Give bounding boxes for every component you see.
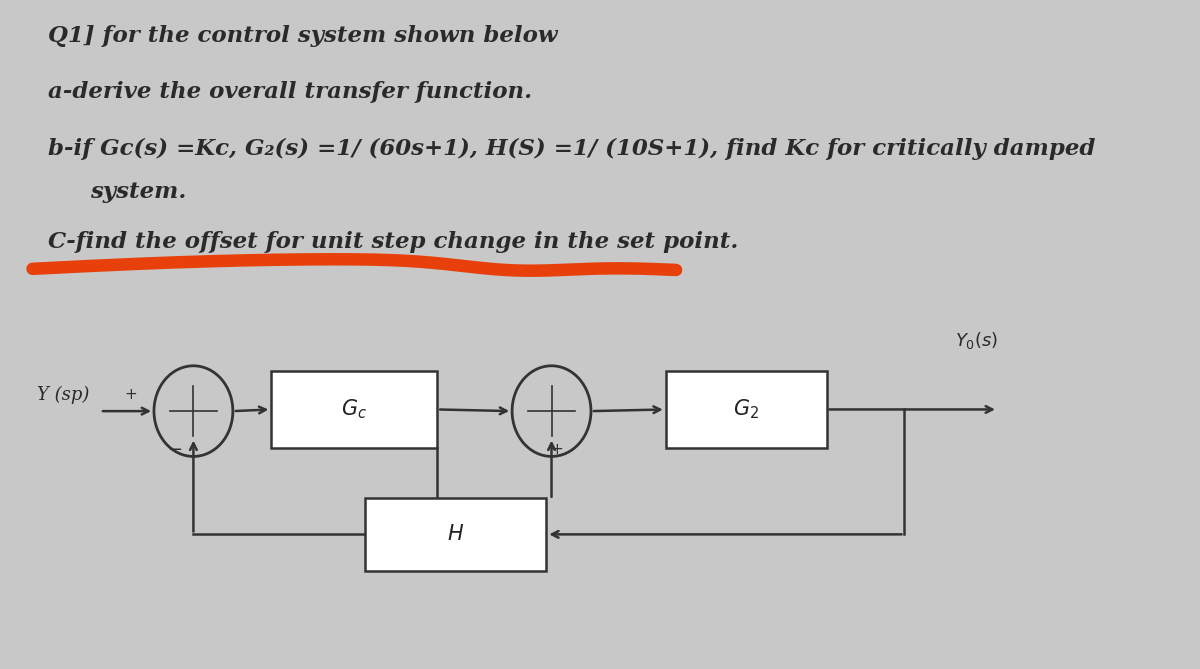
Text: b-if Gc(s) =Kc, G₂(s) =1/ (60s+1), H(S) =1/ (10S+1), find Kc for critically damp: b-if Gc(s) =Kc, G₂(s) =1/ (60s+1), H(S) … xyxy=(48,138,1096,160)
Text: a-derive the overall transfer function.: a-derive the overall transfer function. xyxy=(48,82,533,103)
FancyBboxPatch shape xyxy=(666,371,827,448)
Text: $G_2$: $G_2$ xyxy=(733,397,760,421)
Text: $H$: $H$ xyxy=(446,524,464,545)
Text: system.: system. xyxy=(90,181,186,203)
FancyBboxPatch shape xyxy=(365,498,546,571)
Text: $G_c$: $G_c$ xyxy=(341,397,367,421)
Text: +: + xyxy=(125,387,138,402)
Text: Q1] for the control system shown below: Q1] for the control system shown below xyxy=(48,25,558,47)
Text: Y (sp): Y (sp) xyxy=(37,385,90,403)
Text: −: − xyxy=(167,441,182,459)
Text: C-find the offset for unit step change in the set point.: C-find the offset for unit step change i… xyxy=(48,231,738,254)
Text: $Y_0(s)$: $Y_0(s)$ xyxy=(955,330,998,351)
Text: +: + xyxy=(551,442,563,458)
FancyBboxPatch shape xyxy=(271,371,437,448)
